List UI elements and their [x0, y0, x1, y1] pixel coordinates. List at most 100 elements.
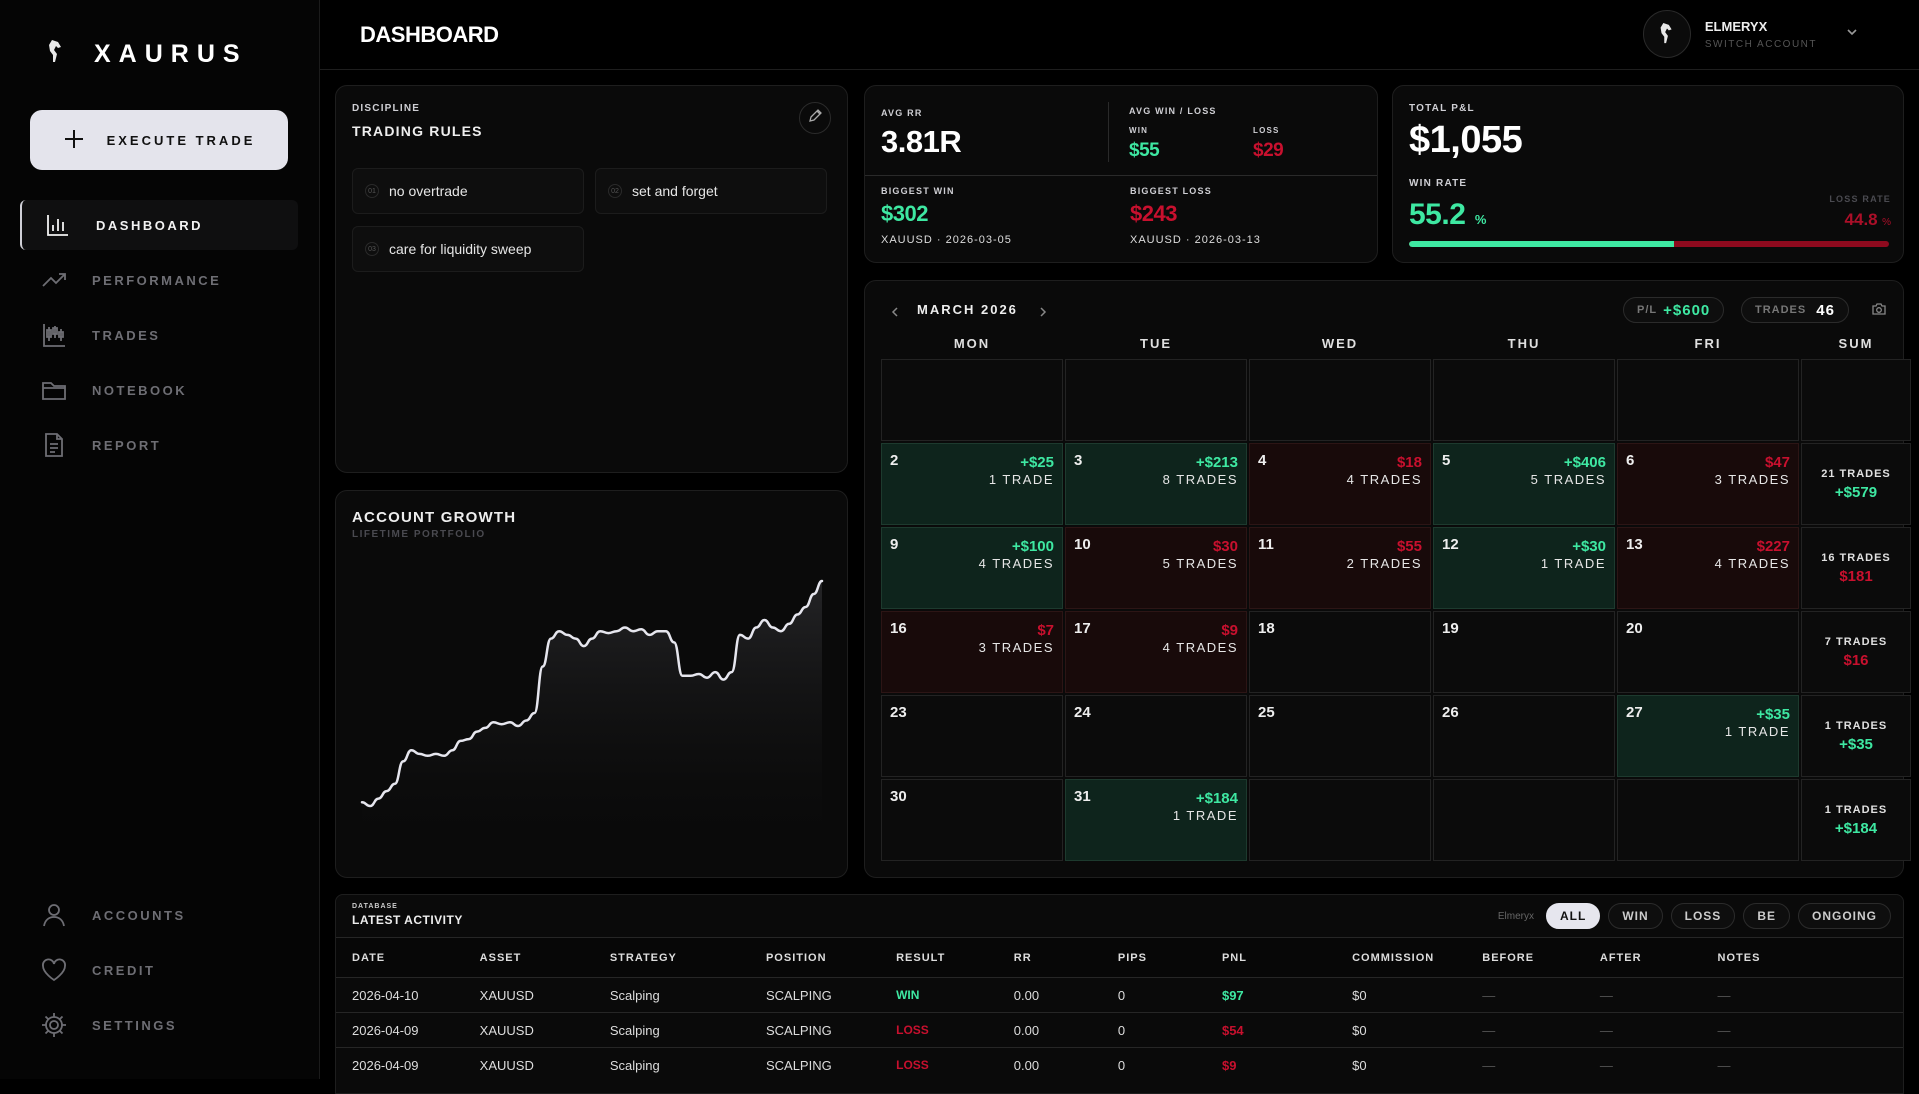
- calendar-day-cell[interactable]: 9 +$100 4 TRADES: [881, 527, 1063, 609]
- calendar-day-cell[interactable]: 16 $7 3 TRADES: [881, 611, 1063, 693]
- calendar-day-cell[interactable]: 27 +$35 1 TRADE: [1617, 695, 1799, 777]
- win-rate-value: 55.2: [1409, 198, 1466, 231]
- calendar-day-cell[interactable]: 19: [1433, 611, 1615, 693]
- day-trade-count: 4 TRADES: [1162, 640, 1238, 655]
- biggest-loss-value: $243: [1130, 201, 1177, 226]
- column-header-rr[interactable]: RR: [1013, 951, 1032, 964]
- rule-number: 02: [608, 184, 622, 198]
- calendar-day-cell[interactable]: 12 +$30 1 TRADE: [1433, 527, 1615, 609]
- calendar-day-cell[interactable]: 30: [881, 779, 1063, 861]
- main-nav: DASHBOARD PERFORMANCE TRADES NOTEBOOK RE…: [20, 200, 298, 475]
- avg-loss-value: $29: [1253, 140, 1284, 161]
- day-number: 26: [1442, 704, 1459, 721]
- execute-trade-button[interactable]: EXECUTE TRADE: [30, 110, 288, 170]
- brand-name: XAURUS: [94, 40, 248, 68]
- table-row[interactable]: 2026-04-09 XAUUSD Scalping SCALPING LOSS 0.00…: [336, 1047, 1903, 1083]
- day-pnl: $30: [1212, 538, 1238, 555]
- nav-item-report[interactable]: REPORT: [20, 420, 298, 470]
- win-rate: 55.2 %: [1409, 198, 1486, 232]
- cell-pnl: $97: [1221, 977, 1353, 1013]
- chevron-right-icon: [1040, 307, 1047, 317]
- calendar-day-cell[interactable]: 17 $9 4 TRADES: [1065, 611, 1247, 693]
- account-switcher[interactable]: ELMERYX SWITCH ACCOUNT: [1642, 10, 1859, 58]
- column-header-position[interactable]: POSITION: [765, 951, 827, 964]
- nav-item-accounts[interactable]: ACCOUNTS: [20, 890, 298, 940]
- calendar-day-cell[interactable]: 31 +$184 1 TRADE: [1065, 779, 1247, 861]
- day-trade-count: 3 TRADES: [978, 640, 1054, 655]
- edit-rules-button[interactable]: [799, 102, 831, 134]
- day-trade-count: 1 TRADE: [988, 472, 1054, 487]
- column-header-before[interactable]: BEFORE: [1482, 951, 1535, 964]
- column-header-result[interactable]: RESULT: [896, 951, 946, 964]
- filter-all[interactable]: ALL: [1545, 903, 1601, 929]
- table-row[interactable]: 2026-04-10 XAUUSD Scalping SCALPING WIN 0.00 0…: [336, 977, 1903, 1013]
- pencil-icon: [807, 108, 823, 129]
- camera-button[interactable]: [1871, 301, 1887, 322]
- calendar-day-cell[interactable]: 26: [1433, 695, 1615, 777]
- trade-stats-card: AVG RR 3.81R AVG WIN / LOSS WIN $55 LOSS…: [864, 85, 1378, 263]
- brand-logo[interactable]: XAURUS: [44, 38, 248, 71]
- calendar-day-cell[interactable]: 25: [1249, 695, 1431, 777]
- calendar-day-cell[interactable]: 3 +$213 8 TRADES: [1065, 443, 1247, 525]
- day-number: 17: [1074, 620, 1091, 637]
- horse-avatar-icon: [1660, 23, 1672, 44]
- calendar-day-cell[interactable]: 11 $55 2 TRADES: [1249, 527, 1431, 609]
- calendar-month: MARCH 2026: [917, 302, 1018, 317]
- prev-month-button[interactable]: [889, 305, 901, 323]
- calendar-day-cell[interactable]: 24: [1065, 695, 1247, 777]
- avg-rr-label: AVG RR: [881, 108, 923, 118]
- next-month-button[interactable]: [1037, 305, 1049, 323]
- cell-pips: 0: [1117, 1012, 1222, 1048]
- pl-value: +$600: [1663, 301, 1711, 319]
- day-number: 4: [1258, 452, 1267, 469]
- day-trade-count: 1 TRADE: [1540, 556, 1606, 571]
- day-trade-count: 5 TRADES: [1162, 556, 1238, 571]
- column-header-notes[interactable]: NOTES: [1717, 951, 1761, 964]
- nav-item-trades[interactable]: TRADES: [20, 310, 298, 360]
- calendar-day-cell[interactable]: 6 $47 3 TRADES: [1617, 443, 1799, 525]
- nav-item-dashboard[interactable]: DASHBOARD: [20, 200, 298, 250]
- biggest-win-label: BIGGEST WIN: [881, 186, 955, 196]
- calendar-day-cell[interactable]: 2 +$25 1 TRADE: [881, 443, 1063, 525]
- nav-item-label: SETTINGS: [92, 1017, 178, 1033]
- day-pnl: +$30: [1572, 538, 1606, 555]
- cell-date: 2026-04-09: [336, 1047, 480, 1083]
- nav-item-notebook[interactable]: NOTEBOOK: [20, 365, 298, 415]
- loss-rate-unit: %: [1882, 217, 1891, 228]
- day-number: 10: [1074, 536, 1091, 553]
- calendar-day-cell[interactable]: 18: [1249, 611, 1431, 693]
- calendar-day-cell[interactable]: 20: [1617, 611, 1799, 693]
- day-number: 11: [1258, 536, 1274, 553]
- nav-item-label: CREDIT: [92, 962, 156, 978]
- calendar-day-cell: [1433, 359, 1615, 441]
- calendar-day-cell[interactable]: 5 +$406 5 TRADES: [1433, 443, 1615, 525]
- nav-item-performance[interactable]: PERFORMANCE: [20, 255, 298, 305]
- day-number: 20: [1626, 620, 1643, 637]
- nav-item-settings[interactable]: SETTINGS: [20, 1000, 298, 1050]
- column-header-date[interactable]: DATE: [352, 951, 386, 964]
- day-pnl: +$100: [1011, 538, 1054, 555]
- filter-be[interactable]: BE: [1743, 903, 1790, 929]
- calendar-day-cell[interactable]: 13 $227 4 TRADES: [1617, 527, 1799, 609]
- loss-rate-label: LOSS RATE: [1829, 194, 1891, 204]
- day-number: 30: [890, 788, 907, 805]
- trades-label: TRADES: [1755, 304, 1807, 316]
- calendar-day-cell[interactable]: 23: [881, 695, 1063, 777]
- column-header-pips[interactable]: PIPS: [1117, 951, 1147, 964]
- column-header-commission[interactable]: COMMISSION: [1352, 951, 1435, 964]
- cell-rr: 0.00: [1013, 1047, 1118, 1083]
- nav-item-credit[interactable]: CREDIT: [20, 945, 298, 995]
- table-row[interactable]: 2026-04-09 XAUUSD Scalping SCALPING LOSS 0.00…: [336, 1012, 1903, 1048]
- column-header-pnl[interactable]: PNL: [1221, 951, 1247, 964]
- filter-loss[interactable]: LOSS: [1670, 903, 1736, 929]
- loss-rate-value: 44.8: [1844, 210, 1878, 229]
- chevron-down-icon[interactable]: [1845, 25, 1859, 44]
- column-header-asset[interactable]: ASSET: [479, 951, 522, 964]
- filter-win[interactable]: WIN: [1608, 903, 1663, 929]
- column-header-strategy[interactable]: STRATEGY: [609, 951, 677, 964]
- column-header-after[interactable]: AFTER: [1599, 951, 1642, 964]
- calendar-day-cell[interactable]: 4 $18 4 TRADES: [1249, 443, 1431, 525]
- rules-title: TRADING RULES: [352, 123, 483, 139]
- filter-ongoing[interactable]: ONGOING: [1797, 903, 1891, 929]
- calendar-day-cell[interactable]: 10 $30 5 TRADES: [1065, 527, 1247, 609]
